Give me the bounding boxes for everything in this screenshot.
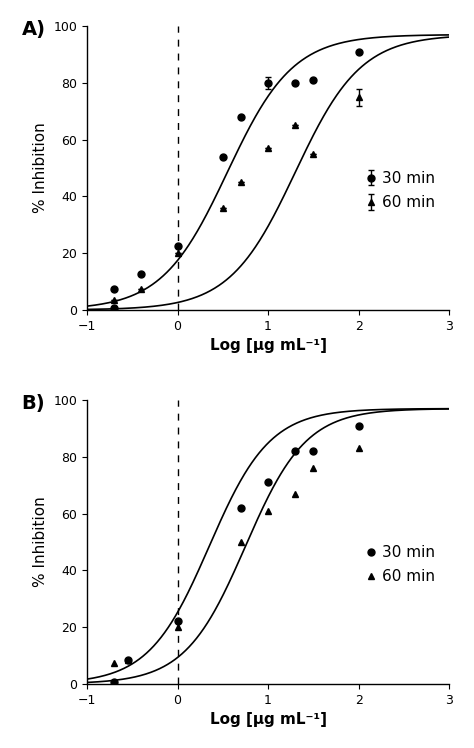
60 min — [356, 444, 362, 453]
30 min — [356, 421, 362, 430]
60 min — [111, 658, 117, 667]
30 min — [310, 447, 316, 456]
60 min — [310, 464, 316, 473]
60 min — [292, 489, 298, 498]
60 min — [175, 622, 181, 631]
30 min — [238, 503, 244, 512]
Y-axis label: % Inhibition: % Inhibition — [33, 497, 48, 587]
Text: A): A) — [22, 20, 46, 40]
X-axis label: Log [μg mL⁻¹]: Log [μg mL⁻¹] — [210, 712, 327, 727]
60 min — [238, 538, 244, 547]
30 min — [175, 617, 181, 626]
Legend: 30 min, 60 min: 30 min, 60 min — [361, 539, 442, 590]
Line: 30 min: 30 min — [110, 422, 362, 686]
30 min — [265, 478, 271, 487]
60 min — [125, 655, 130, 664]
30 min — [292, 447, 298, 456]
30 min — [125, 655, 130, 664]
Text: B): B) — [22, 394, 46, 414]
Line: 60 min: 60 min — [110, 445, 362, 666]
X-axis label: Log [μg mL⁻¹]: Log [μg mL⁻¹] — [210, 338, 327, 353]
Y-axis label: % Inhibition: % Inhibition — [33, 123, 48, 213]
60 min — [265, 506, 271, 515]
30 min — [111, 678, 117, 687]
Legend: 30 min, 60 min: 30 min, 60 min — [361, 165, 442, 216]
